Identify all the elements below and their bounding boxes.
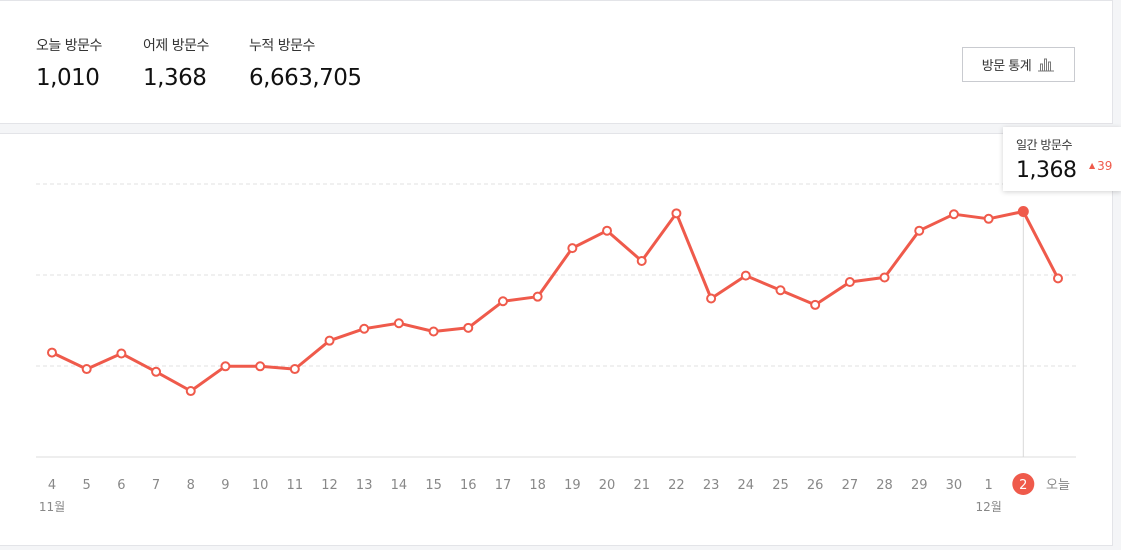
data-point (1053, 273, 1063, 284)
yesterday-visits-stat: 어제 방문수 1,368 (143, 35, 209, 91)
data-point (185, 386, 196, 397)
data-point (914, 225, 925, 236)
x-tick-label: 4 (48, 478, 56, 493)
data-point (948, 209, 959, 220)
bar-chart-icon (1038, 58, 1055, 71)
data-point (116, 348, 127, 359)
yesterday-visits-label: 어제 방문수 (143, 38, 209, 54)
daily-visits-tooltip: 일간 방문수 1,368 ▲ 39 (1003, 127, 1121, 191)
x-month-label: 12월 (975, 500, 1001, 514)
data-point (359, 323, 370, 334)
total-visits-value: 6,663,705 (249, 65, 362, 91)
data-point (393, 318, 404, 329)
data-point (428, 326, 439, 337)
data-point (706, 293, 717, 304)
x-tick-label: 17 (495, 478, 512, 493)
x-tick-label: 14 (391, 478, 408, 493)
data-point (151, 366, 162, 377)
data-point (255, 361, 266, 372)
x-tick-label: 23 (703, 478, 720, 493)
x-tick-label: 10 (252, 478, 269, 493)
x-tick-label: 11 (287, 478, 304, 493)
daily-visits-line (51, 210, 1060, 393)
x-tick-label: 22 (668, 478, 685, 493)
x-tick-label: 29 (911, 478, 928, 493)
x-month-label: 11월 (39, 500, 65, 514)
data-point (220, 361, 231, 372)
selected-day-badge (1012, 473, 1035, 495)
total-visits-stat: 누적 방문수 6,663,705 (249, 35, 362, 91)
data-point (81, 364, 92, 375)
x-tick-label: 24 (738, 478, 755, 493)
x-tick-label: 19 (564, 478, 581, 493)
visit-statistics-button-label: 방문 통계 (981, 59, 1032, 74)
data-point (532, 291, 543, 302)
data-point (636, 255, 647, 266)
data-point (602, 225, 613, 236)
today-visits-stat: 오늘 방문수 1,010 (36, 35, 102, 91)
tooltip-value: 1,368 (1016, 158, 1077, 183)
x-tick-label: 9 (221, 478, 229, 493)
x-tick-label: 5 (83, 478, 91, 493)
x-tick-label-selected: 2 (1019, 478, 1027, 493)
x-tick-label: 1 (984, 478, 992, 493)
x-tick-label: 13 (356, 478, 373, 493)
delta-up-icon: ▲ (1089, 161, 1096, 170)
tooltip-label: 일간 방문수 (1016, 138, 1073, 152)
daily-visits-line-chart: 4 5 6 7 8 9 10 11 12 13 14 15 16 17 18 19 20 21 22 23 24 25 26… (36, 183, 1076, 514)
data-point (289, 364, 300, 375)
x-tick-label: 30 (946, 478, 963, 493)
x-tick-label: 21 (633, 478, 650, 493)
x-tick-label: 28 (876, 478, 893, 493)
x-tick-label: 18 (529, 478, 546, 493)
data-point (671, 208, 682, 219)
yesterday-visits-value: 1,368 (143, 65, 207, 91)
x-tick-label: 12 (321, 478, 338, 493)
x-tick-label: 15 (425, 478, 442, 493)
data-point (983, 213, 994, 224)
x-tick-label: 25 (772, 478, 789, 493)
data-point (775, 285, 786, 296)
tooltip-delta-value: 39 (1097, 159, 1113, 173)
x-tick-label: 27 (842, 478, 859, 493)
today-visits-value: 1,010 (36, 65, 100, 91)
data-point-selected (1017, 205, 1029, 217)
x-tick-label: 6 (117, 478, 125, 493)
x-tick-label: 8 (187, 478, 195, 493)
data-point (463, 322, 474, 333)
x-tick-label: 26 (807, 478, 824, 493)
visit-statistics-button[interactable]: 방문 통계 (962, 47, 1075, 82)
total-visits-label: 누적 방문수 (249, 38, 315, 54)
data-point (497, 296, 508, 307)
data-point (740, 270, 751, 281)
data-point (47, 347, 57, 358)
data-point (567, 243, 578, 254)
x-tick-label: 7 (152, 478, 160, 493)
today-visits-label: 오늘 방문수 (36, 38, 102, 54)
data-point (879, 272, 890, 283)
daily-visits-chart-panel: 4 5 6 7 8 9 10 11 12 13 14 15 16 17 18 19 20 21 22 23 24 25 26… (0, 133, 1113, 546)
x-tick-label: 16 (460, 478, 477, 493)
visitor-stats-panel: 오늘 방문수 1,010 어제 방문수 1,368 누적 방문수 6,663,7… (0, 0, 1113, 124)
tooltip-delta: ▲ 39 (1089, 159, 1112, 173)
data-point (810, 299, 821, 310)
data-point (324, 335, 335, 346)
x-tick-label: 20 (599, 478, 616, 493)
x-tick-label: 오늘 (1046, 478, 1070, 493)
data-point (844, 277, 855, 288)
